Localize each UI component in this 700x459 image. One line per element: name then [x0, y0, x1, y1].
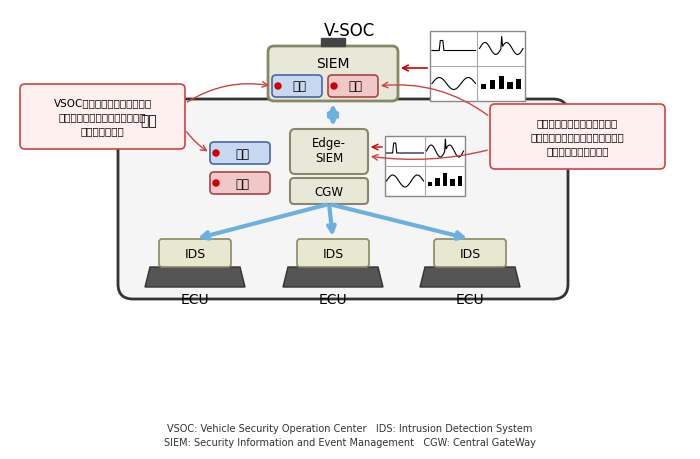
Bar: [385, 137, 465, 196]
Text: V-SOC: V-SOC: [324, 22, 376, 40]
Bar: [443, 174, 447, 187]
Bar: [490, 81, 495, 90]
Circle shape: [213, 180, 219, 187]
Text: CGW: CGW: [314, 185, 344, 198]
Text: 対処: 対処: [235, 177, 249, 190]
FancyBboxPatch shape: [290, 179, 368, 205]
FancyBboxPatch shape: [272, 76, 322, 98]
Text: IDS: IDS: [459, 247, 481, 260]
Circle shape: [331, 84, 337, 90]
FancyBboxPatch shape: [20, 85, 185, 150]
Text: 検知: 検知: [235, 147, 249, 160]
FancyBboxPatch shape: [210, 173, 270, 195]
Bar: [458, 177, 462, 187]
Bar: [435, 178, 440, 187]
Text: 対処: 対処: [348, 80, 362, 93]
Polygon shape: [145, 268, 245, 287]
FancyBboxPatch shape: [210, 143, 270, 165]
Bar: [508, 82, 512, 90]
Text: ECU: ECU: [318, 292, 347, 306]
FancyBboxPatch shape: [118, 100, 568, 299]
Bar: [516, 79, 522, 90]
Bar: [481, 85, 486, 90]
Text: 検知: 検知: [292, 80, 306, 93]
FancyBboxPatch shape: [490, 105, 665, 170]
Bar: [498, 77, 504, 90]
Text: VSOC: Vehicle Security Operation Center   IDS: Intrusion Detection System
SIEM: : VSOC: Vehicle Security Operation Center …: [164, 423, 536, 447]
Text: VSOC向け解析型サイバー攻撃
検知技術により、少ない工数で
検知ルール作成: VSOC向け解析型サイバー攻撃 検知技術により、少ない工数で 検知ルール作成: [53, 98, 152, 136]
FancyBboxPatch shape: [268, 47, 398, 102]
Text: IDS: IDS: [184, 247, 206, 260]
Text: IDS: IDS: [323, 247, 344, 260]
Circle shape: [275, 84, 281, 90]
Polygon shape: [283, 268, 383, 287]
Bar: [450, 179, 454, 187]
Polygon shape: [420, 268, 520, 287]
FancyBboxPatch shape: [159, 240, 231, 268]
Text: ECU: ECU: [181, 292, 209, 306]
Bar: [430, 32, 525, 102]
Text: SIEM: SIEM: [316, 57, 350, 71]
Text: エッジとクラウドが連携した
車両攻撃検知・対処技術により、
検知精度・速度を向上: エッジとクラウドが連携した 車両攻撃検知・対処技術により、 検知精度・速度を向上: [531, 118, 624, 156]
Bar: [428, 182, 433, 187]
Text: 車両: 車両: [140, 114, 157, 128]
Circle shape: [213, 151, 219, 157]
FancyBboxPatch shape: [328, 76, 378, 98]
FancyBboxPatch shape: [434, 240, 506, 268]
Text: Edge-
SIEM: Edge- SIEM: [312, 136, 346, 164]
Bar: [321, 39, 345, 47]
Text: ECU: ECU: [456, 292, 484, 306]
FancyBboxPatch shape: [290, 130, 368, 174]
FancyBboxPatch shape: [297, 240, 369, 268]
